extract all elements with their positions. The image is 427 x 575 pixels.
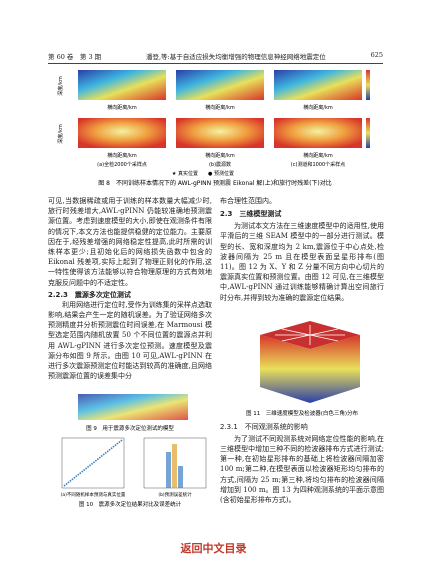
running-title: 潘登,等:基于自适应损失均衡增强的物理信息神经网络地震定位 [145,53,326,61]
scatter-points [63,439,123,487]
x-label: 横向距离/km [303,104,333,111]
y-label: 深度/km [57,124,64,144]
cube-right [310,334,360,403]
heatmap [78,118,166,148]
panel-label: (b)预测误差统计 [158,491,192,498]
panel-label: (b)震源数 [209,161,231,168]
receivers [275,324,345,345]
panels [78,70,370,148]
figure-11: 图 11 三维速度模型及检波器(白色三角)分布 [246,320,360,417]
figure-caption: 图 9 用于震源多次定位测试的模型 [86,424,174,432]
page-header: 第 60 卷 第 3 期 潘登,等:基于自适应损失均衡增强的物理信息神经网络地震… [48,51,383,64]
left-column: 可见,当数据稀疏或用于训练的样本数量大幅减少时,旅行时残差增大,AWL-gPIN… [48,196,212,381]
paragraph: 为测试本文方法在三维速度模型中的适用性,使用平滑后的三维 SEAM 模型中的一部… [220,222,384,302]
histogram-bar [178,466,183,488]
colorbar [366,118,370,148]
panel-label: (a)全检2000个采样点 [97,161,147,168]
paragraph: 利用网络进行定位时,受作为训练集的采样点选取影响,结果会产生一定的随机误差。为了… [48,300,212,381]
section-heading: 2.2.3 震源多次定位测试 [48,290,131,299]
x-label: 横向距离/km [205,104,235,111]
paragraph: 为了测试不同观测系统对网络定位性能的影响,在三维模型中增加三种不同的检波器排布方… [220,434,384,505]
volume: 第 60 卷 第 3 期 [48,53,102,61]
paragraph: 可见,当数据稀疏或用于训练的样本数量大幅减少时,旅行时残差增大,AWL-gPIN… [48,197,212,287]
figure-caption: 图 8 不同训练样本情况下的 AWL-gPINN 预测震 Eikonal 解(上… [98,179,332,187]
scatter-frame [61,437,125,489]
right-column: 布合理性范围内。 2.3 三维模型测试 为测试本文方法在三维速度模型中的适用性,… [220,196,384,505]
panel-label: (c)测道和1000个采样点 [291,161,345,168]
histogram-bar [172,444,177,488]
panel-label: (a)不同随机样本预测与真实位置 [61,491,126,498]
x-label: 横向距离/km [205,152,235,159]
legend-item: ★ 真实位置 [172,170,198,177]
heatmap [176,70,264,100]
figure-8: 深度/km 深度/km 横向距离/km 横向距离/km 横向距离/km 横向距离… [57,70,370,187]
velocity-model [78,394,188,420]
subsection-heading: 2.3.1 不同观测系统的影响 [220,422,308,431]
figure-caption: 图 11 三维速度模型及检波器(白色三角)分布 [246,409,359,417]
y-label: 深度/km [57,76,64,96]
page-number: 625 [370,51,383,59]
paragraph: 布合理性范围内。 [220,197,276,205]
figure-caption: 图 10 震源多次定位结果对比及误差统计 [79,500,182,508]
colorbar [366,70,370,100]
cube-left [260,334,310,403]
x-label: 横向距离/km [107,152,137,159]
back-link[interactable]: 返回中文目录 [180,542,247,555]
x-label: 横向距离/km [303,152,333,159]
heatmap [274,118,362,148]
heatmap [78,70,166,100]
heatmap [176,118,264,148]
x-label: 横向距离/km [107,104,137,111]
legend-item: ● 预测位置 [208,170,234,177]
section-heading: 2.3 三维模型测试 [220,210,282,219]
histogram-bar [166,452,171,488]
figures-9-10: 图 9 用于震源多次定位测试的模型 (a)不同随机样本预测与真实位置 (b)预测… [61,394,207,508]
heatmap [274,70,362,100]
